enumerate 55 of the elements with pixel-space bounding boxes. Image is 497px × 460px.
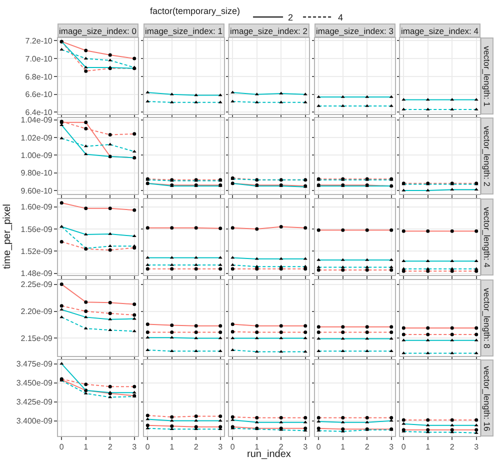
y-tick-label: 2.20e-09 [20,306,53,316]
x-tick-label: 1 [84,442,89,452]
chart-title: image_size_index: 1 [144,26,222,36]
x-tick-label: 3 [388,442,394,452]
y-tick-label: 1.02e-09 [20,133,53,142]
y-tick-label: 1.04e-09 [20,116,53,125]
y-tick-label: 6.8e-10 [25,72,53,82]
y-tick-label: 9.60e-10 [20,186,53,196]
text: vector_length: 8 [482,288,492,348]
x-tick-label: 0 [401,442,406,452]
y-tick-label: 9.80e-10 [20,168,53,178]
chart-title: image_size_index: 0 [59,26,137,36]
y-tick-label: 3.400e-09 [16,416,53,426]
x-tick-label: 3 [474,442,480,452]
x-tick-label: 0 [59,442,64,452]
legend-title: factor(temporary_size) [150,6,240,16]
text: vector_length: 1 [482,46,492,106]
y-tick-label: 1.00e-09 [20,151,53,160]
x-tick-label: 1 [340,442,346,452]
text: vector_length: 16 [482,366,492,432]
text: vector_length: 2 [482,126,492,187]
y-tick-label: 6.4e-10 [25,108,53,118]
chart-title: image_size_index: 4 [401,26,479,36]
x-tick-label: 1 [254,442,260,452]
x-tick-label: 0 [316,442,321,452]
x-tick-label: 2 [193,442,198,452]
y-tick-label: 2.25e-09 [20,280,53,289]
y-tick-label: 3.425e-09 [16,398,53,407]
x-tick-label: 0 [230,442,236,452]
y-tick-label: 7.2e-10 [25,36,53,46]
legend-label: 4 [338,12,344,23]
y-tick-label: 2.15e-09 [20,334,53,343]
text: vector_length: 4 [482,206,492,268]
chart-title: image_size_index: 2 [230,26,308,36]
y-tick-label: 6.6e-10 [25,90,53,100]
x-tick-label: 3 [218,442,223,452]
x-tick-label: 3 [132,442,138,452]
y-axis-title: time_per_pixel [2,204,13,269]
y-tick-label: 1.56e-09 [20,224,53,234]
x-tick-label: 2 [450,442,455,452]
y-tick-label: 1.52e-09 [20,246,53,256]
y-tick-label: 7.0e-10 [25,54,53,64]
x-tick-label: 1 [169,442,174,452]
x-axis-title: run_index [247,449,291,460]
y-tick-label: 3.450e-09 [16,378,53,388]
x-tick-label: 3 [303,442,308,452]
x-tick-label: 2 [108,442,113,452]
x-tick-label: 2 [364,442,370,452]
chart-title: image_size_index: 3 [316,26,394,36]
y-tick-label: 1.48e-09 [20,269,53,278]
y-tick-label: 3.475e-09 [16,360,53,369]
x-tick-label: 0 [144,442,150,452]
y-tick-label: 1.60e-09 [20,202,53,212]
x-tick-label: 1 [426,442,431,452]
legend-label: 2 [288,12,294,23]
